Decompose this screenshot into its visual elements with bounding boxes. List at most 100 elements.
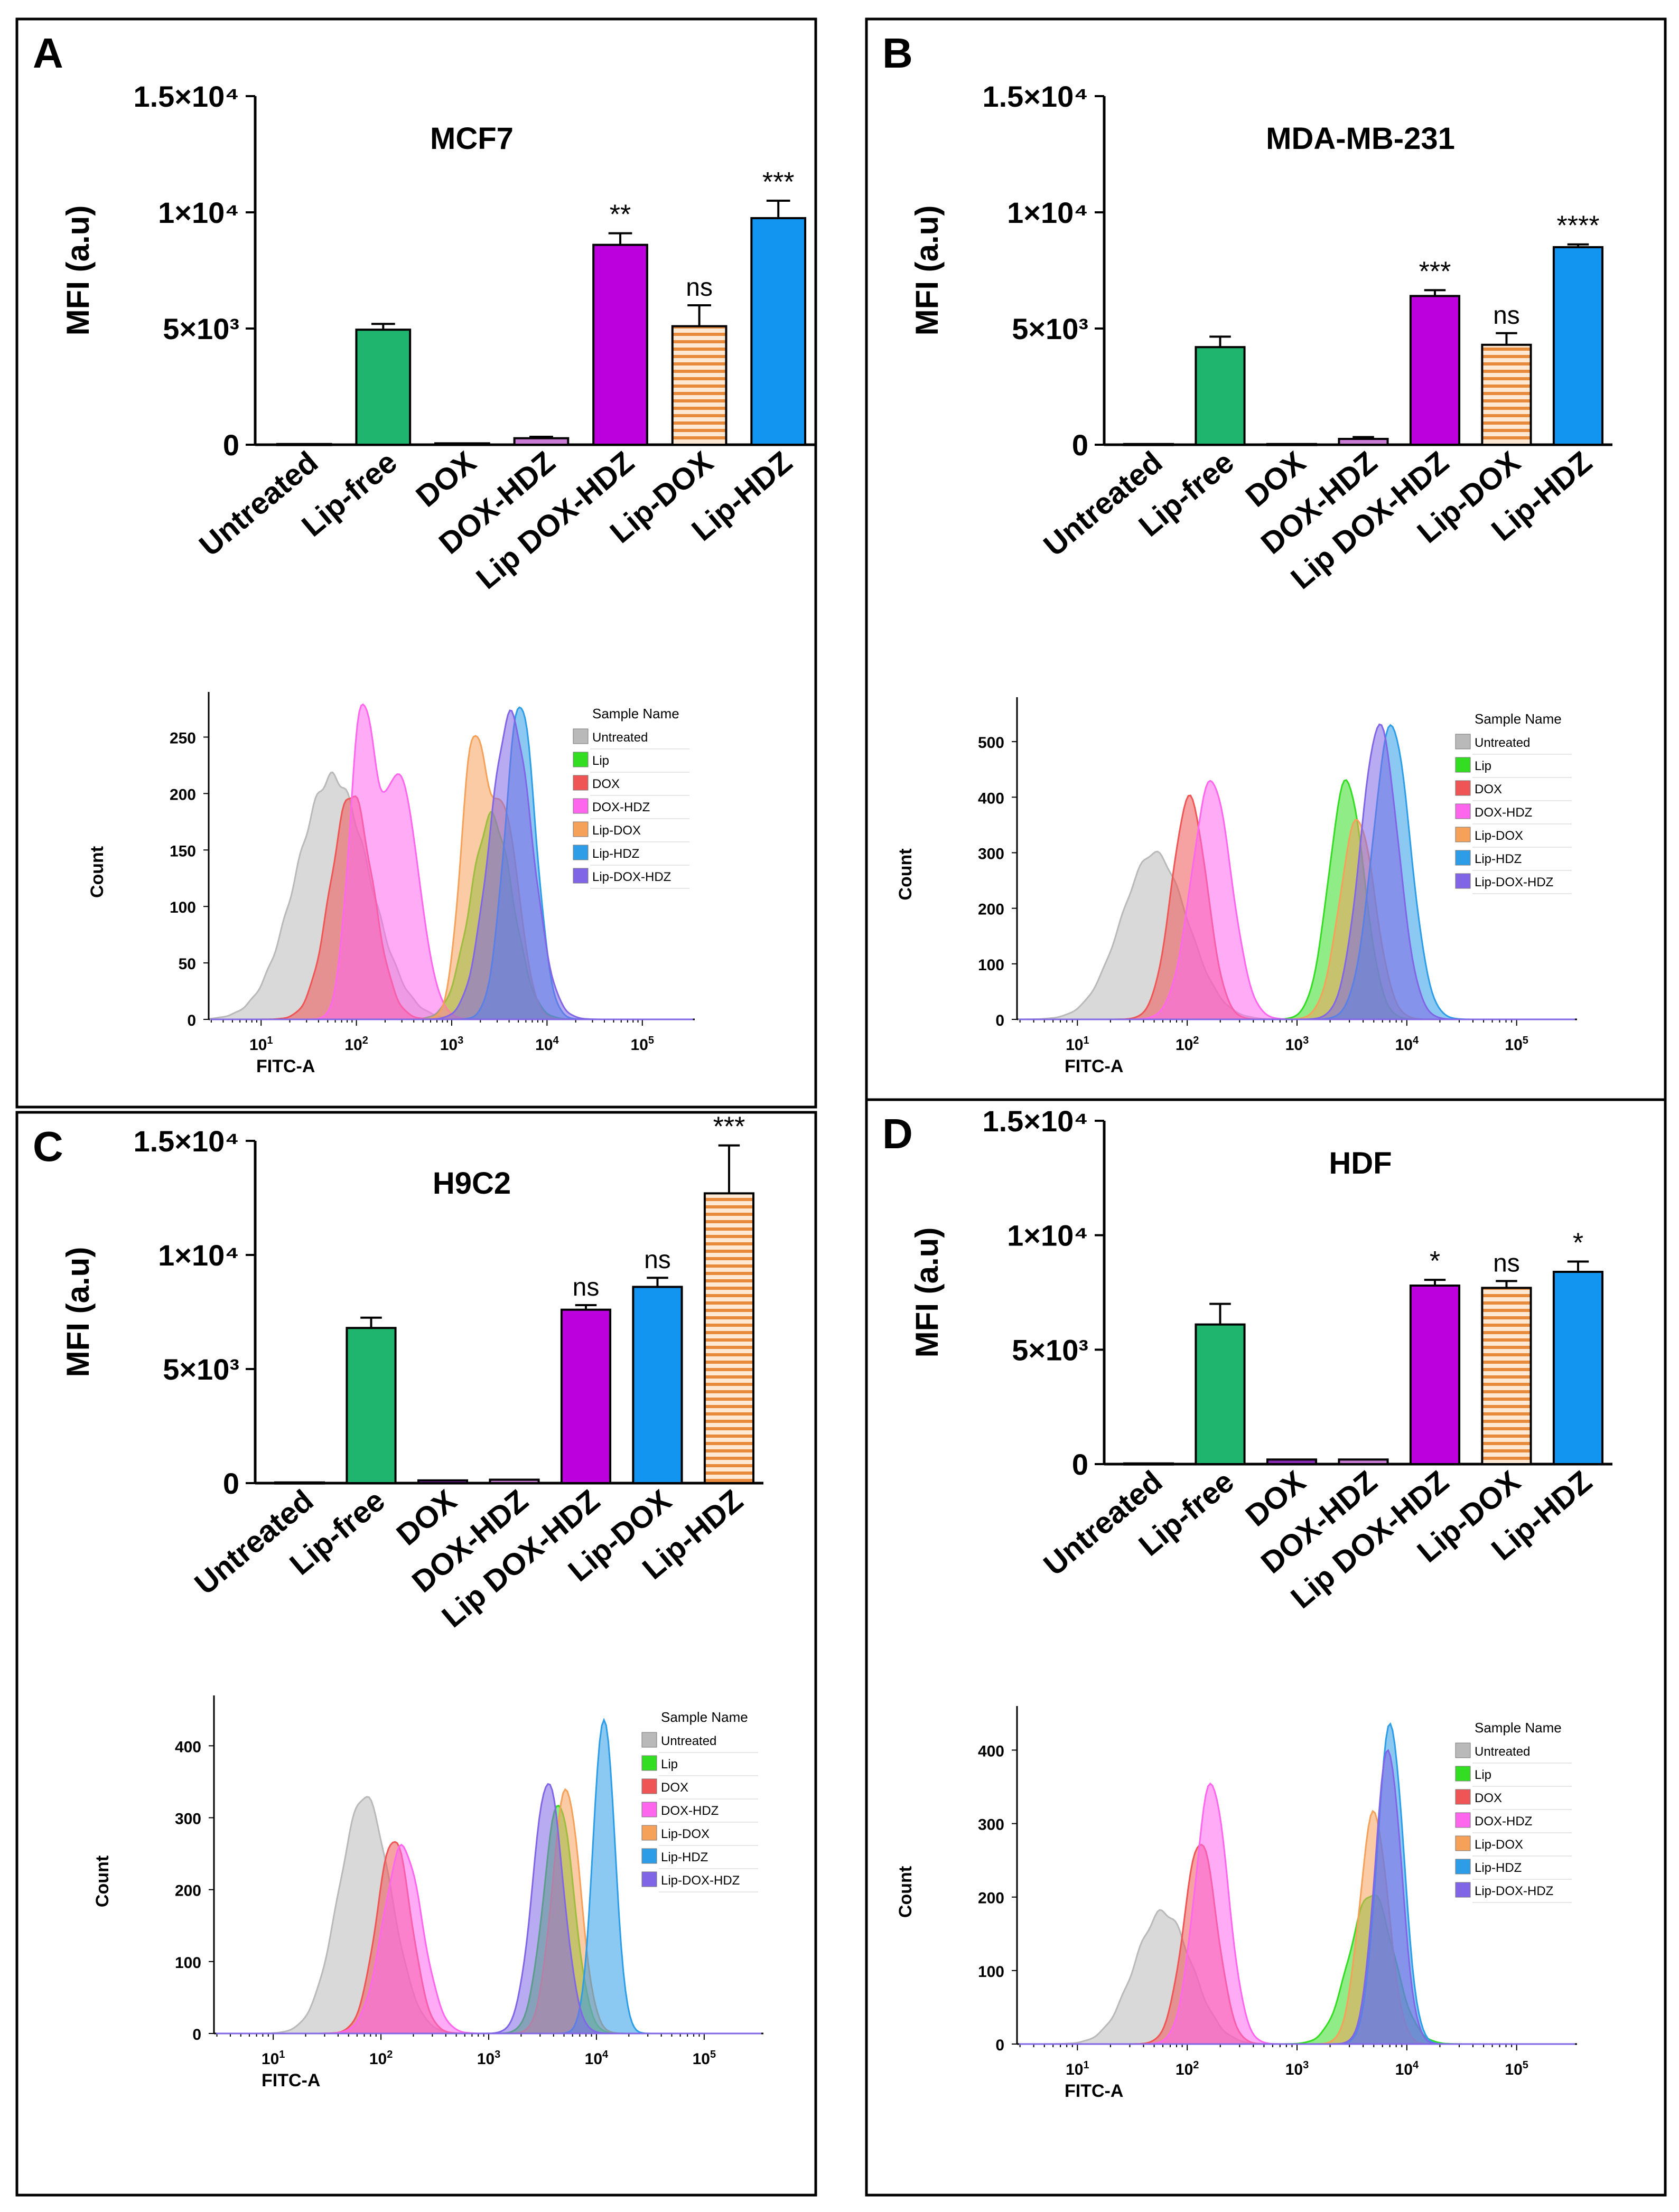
hist-legend-label: Lip xyxy=(1475,1768,1491,1782)
y-tick-label: 5×10³ xyxy=(163,1353,239,1386)
hist-legend-label: Lip-HDZ xyxy=(592,847,639,861)
hist-y-tick-label: 200 xyxy=(170,786,196,803)
panel-letter: D xyxy=(882,1110,913,1157)
hist-x-axis-label: FITC-A xyxy=(256,1056,315,1076)
hist-legend-label: DOX xyxy=(661,1780,688,1795)
hist-legend-label: DOX xyxy=(592,777,620,791)
hist-y-tick-label: 400 xyxy=(978,1742,1004,1760)
y-tick-label: 1.5×10⁴ xyxy=(982,1104,1088,1138)
y-axis-label: MFI (a.u) xyxy=(60,1247,96,1377)
hist-legend-label: DOX-HDZ xyxy=(1475,805,1532,820)
hist-legend-swatch xyxy=(641,1778,657,1794)
chart-title: MCF7 xyxy=(430,121,514,156)
hist-legend-label: Lip-DOX-HDZ xyxy=(1475,875,1553,889)
hist-legend-label: Lip xyxy=(1475,759,1491,773)
bar xyxy=(1552,246,1604,446)
y-tick-label: 5×10³ xyxy=(163,312,239,345)
bar xyxy=(513,437,570,446)
bar xyxy=(750,217,807,446)
panel-d: D HDF 0 5×10³ 1×10⁴ 1.5×10⁴ MFI (a.u) Untreated… xyxy=(865,1098,1667,2197)
hist-y-tick-label: 0 xyxy=(995,1012,1004,1029)
hist-legend-label: Untreated xyxy=(592,730,648,745)
hist-legend-label: Lip-HDZ xyxy=(1475,1861,1522,1875)
hist-legend-swatch xyxy=(1455,1789,1471,1805)
hist-y-tick-label: 150 xyxy=(170,842,196,860)
hist-legend-label: DOX-HDZ xyxy=(1475,1814,1532,1829)
y-tick-label: 1×10⁴ xyxy=(1007,1219,1088,1252)
hist-x-tick-label: 104 xyxy=(535,1035,559,1054)
hist-y-tick-label: 300 xyxy=(978,1816,1004,1834)
y-axis-label: MFI (a.u) xyxy=(60,205,96,336)
y-tick-label: 0 xyxy=(223,428,239,462)
panel-c: C H9C2 0 5×10³ 1×10⁴ 1.5×10⁴ MFI (a.u) Untreate… xyxy=(15,1111,817,2197)
panel-frame xyxy=(865,1098,1667,2197)
hist-series xyxy=(216,1783,761,2035)
hist-series xyxy=(1019,1894,1575,2045)
hist-x-axis-label: FITC-A xyxy=(262,2070,320,2091)
bar xyxy=(1338,438,1389,446)
hist-x-tick-label: 101 xyxy=(1066,1035,1089,1054)
significance-label: ns xyxy=(573,1273,600,1301)
hist-legend-swatch xyxy=(1455,780,1471,796)
bar xyxy=(592,243,648,446)
hist-x-tick-label: 105 xyxy=(1505,2059,1528,2078)
hist-y-tick-label: 500 xyxy=(978,734,1004,752)
chart-title: H9C2 xyxy=(433,1166,511,1201)
hist-legend-swatch xyxy=(573,752,589,767)
hist-legend-swatch xyxy=(573,775,589,791)
hist-legend-label: Untreated xyxy=(1475,1745,1530,1759)
bar xyxy=(1338,1458,1389,1465)
hist-legend-title: Sample Name xyxy=(1475,711,1562,727)
hist-series xyxy=(1019,1909,1575,2045)
chart-title: MDA-MB-231 xyxy=(1266,121,1455,156)
hist-legend-swatch xyxy=(641,1732,657,1748)
hist-legend-label: Untreated xyxy=(661,1734,716,1748)
hist-legend-label: Lip-DOX-HDZ xyxy=(592,870,671,884)
hist-legend-swatch xyxy=(573,798,589,814)
hist-x-tick-label: 105 xyxy=(1505,1035,1528,1054)
hist-legend-swatch xyxy=(573,728,589,744)
hist-y-tick-label: 200 xyxy=(978,1890,1004,1907)
significance-label: ns xyxy=(644,1246,671,1274)
hist-legend-swatch xyxy=(641,1871,657,1887)
hist-y-axis-label: Count xyxy=(896,848,916,900)
bar xyxy=(489,1478,540,1485)
hist-y-tick-label: 100 xyxy=(978,1963,1004,1981)
hist-legend-label: Lip-DOX-HDZ xyxy=(1475,1884,1553,1898)
hist-legend-label: Lip-DOX xyxy=(661,1827,710,1841)
hist-x-tick-label: 102 xyxy=(369,2049,393,2068)
y-axis-label: MFI (a.u) xyxy=(909,1227,945,1358)
bar xyxy=(1266,443,1318,446)
bar xyxy=(276,443,332,446)
hist-legend-label: Lip-HDZ xyxy=(661,1850,708,1864)
hist-x-tick-label: 105 xyxy=(631,1035,655,1054)
y-tick-label: 1.5×10⁴ xyxy=(133,1124,239,1158)
y-axis-label: MFI (a.u) xyxy=(909,205,945,336)
y-tick-label: 0 xyxy=(223,1467,239,1500)
hist-y-tick-label: 0 xyxy=(995,2037,1004,2054)
panel-letter: A xyxy=(33,30,63,77)
hist-y-axis-label: Count xyxy=(896,1866,916,1918)
hist-x-tick-label: 105 xyxy=(693,2049,716,2068)
panel-b: B MDA-MB-231 0 5×10³ 1×10⁴ 1.5×10⁴ MFI (a.u) Un… xyxy=(865,17,1667,1101)
hist-x-tick-label: 104 xyxy=(1395,1035,1419,1054)
hist-legend-swatch xyxy=(1455,827,1471,842)
hist-x-tick-label: 104 xyxy=(1395,2059,1419,2078)
hist-legend-swatch xyxy=(641,1755,657,1771)
hist-x-tick-label: 103 xyxy=(1285,2059,1309,2078)
y-tick-label: 1×10⁴ xyxy=(1007,196,1088,229)
bar xyxy=(1195,346,1246,446)
hist-legend-swatch xyxy=(641,1848,657,1864)
panel-letter: C xyxy=(33,1123,63,1170)
bar xyxy=(1552,1271,1604,1465)
bar xyxy=(1266,1458,1318,1465)
bar xyxy=(632,1286,683,1484)
bar xyxy=(1123,1462,1174,1466)
hist-y-tick-label: 100 xyxy=(978,957,1004,974)
panel-letter: B xyxy=(882,30,913,77)
hist-y-tick-label: 300 xyxy=(175,1810,201,1827)
significance-label: **** xyxy=(1556,211,1599,241)
hist-x-tick-label: 101 xyxy=(262,2049,285,2068)
hist-legend-swatch xyxy=(1455,850,1471,866)
hist-x-tick-label: 103 xyxy=(1285,1035,1309,1054)
